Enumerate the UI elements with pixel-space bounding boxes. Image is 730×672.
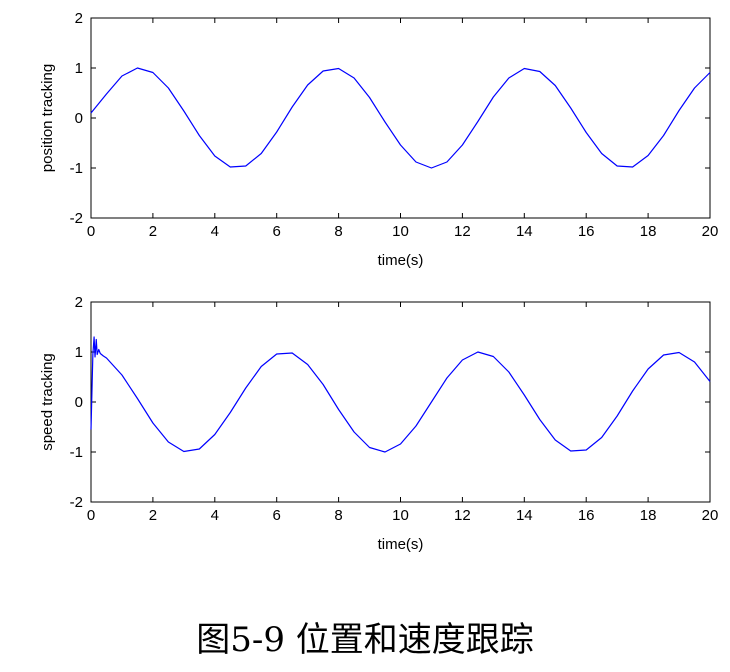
position-ylabel: position tracking: [39, 64, 56, 172]
speed-ytick-label: 0: [75, 394, 83, 411]
speed-xlabel: time(s): [378, 536, 424, 553]
position-xtick-label: 6: [273, 223, 281, 240]
position-ytick-label: 2: [75, 10, 83, 27]
speed-xtick-label: 6: [273, 507, 281, 524]
position-xtick-label: 18: [640, 223, 657, 240]
speed-tracking-line: [90, 336, 711, 453]
figure-caption: 图5-9 位置和速度跟踪: [196, 620, 534, 660]
position-tracking-line: [90, 67, 711, 169]
position-axes-box: [90, 17, 711, 219]
position-ytick-label: 0: [75, 110, 83, 127]
speed-xtick-label: 16: [578, 507, 595, 524]
position-xlabel: time(s): [378, 252, 424, 269]
position-xtick-label: 12: [454, 223, 471, 240]
position-xtick-label: 10: [392, 223, 409, 240]
position-xtick-label: 4: [211, 223, 219, 240]
position-xtick-label: 14: [516, 223, 533, 240]
speed-ytick-label: -2: [70, 494, 83, 511]
speed-ytick-label: -1: [70, 444, 83, 461]
position-tracking-plot: 0 2 4 6 8 10 12 14 16 18 20-2-1012time(s)position …: [39, 10, 718, 269]
speed-xtick-label: 0: [87, 507, 95, 524]
speed-ytick-label: 1: [75, 344, 83, 361]
position-ytick-label: 1: [75, 60, 83, 77]
position-xtick-label: 16: [578, 223, 595, 240]
speed-xtick-label: 10: [392, 507, 409, 524]
speed-axes-box: [90, 301, 711, 503]
speed-xtick-label: 14: [516, 507, 533, 524]
speed-xtick-label: 18: [640, 507, 657, 524]
speed-ylabel: speed tracking: [39, 353, 56, 451]
position-ytick-label: -1: [70, 160, 83, 177]
position-ytick-label: -2: [70, 210, 83, 227]
position-xtick-label: 2: [149, 223, 157, 240]
figure: 0 2 4 6 8 10 12 14 16 18 20-2-1012time(s)position …: [39, 10, 718, 553]
speed-xtick-label: 8: [334, 507, 342, 524]
speed-xtick-label: 4: [211, 507, 219, 524]
speed-xtick-label: 20: [702, 507, 719, 524]
speed-xtick-label: 12: [454, 507, 471, 524]
speed-ytick-label: 2: [75, 294, 83, 311]
position-xtick-label: 20: [702, 223, 719, 240]
position-xtick-label: 0: [87, 223, 95, 240]
speed-xtick-label: 2: [149, 507, 157, 524]
position-xtick-label: 8: [334, 223, 342, 240]
